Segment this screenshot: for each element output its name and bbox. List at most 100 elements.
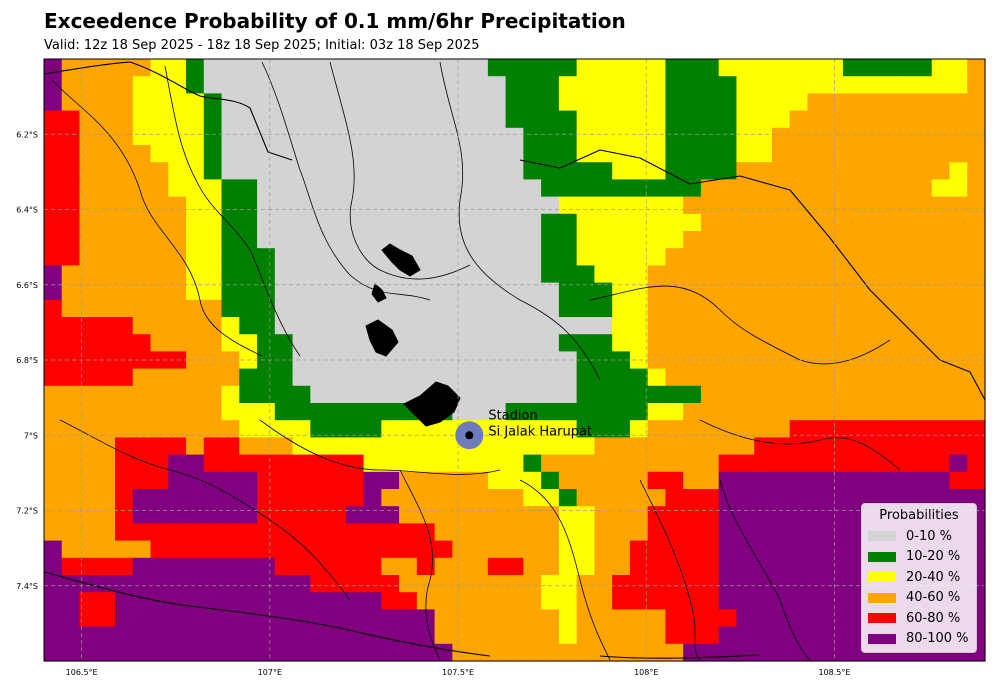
grid-cell xyxy=(789,368,809,387)
grid-cell xyxy=(967,437,986,456)
grid-cell xyxy=(523,93,542,112)
grid-cell xyxy=(310,145,329,163)
grid-cell xyxy=(860,351,880,370)
grid-cell xyxy=(79,420,98,438)
grid-cell xyxy=(878,93,897,112)
grid-cell xyxy=(754,334,773,352)
grid-cell xyxy=(487,454,507,473)
grid-cell xyxy=(168,59,187,77)
grid-cell xyxy=(292,643,311,662)
grid-cell xyxy=(949,145,968,163)
grid-cell xyxy=(576,282,595,301)
grid-cell xyxy=(612,368,631,387)
grid-cell xyxy=(896,420,915,438)
grid-cell xyxy=(825,420,844,438)
grid-cell xyxy=(61,385,81,404)
grid-cell xyxy=(594,523,613,542)
grid-cell xyxy=(576,403,595,421)
grid-cell xyxy=(842,420,862,438)
grid-cell xyxy=(771,248,791,266)
grid-cell xyxy=(452,351,471,370)
grid-cell xyxy=(629,265,649,284)
station-marker-group: Stadion Si Jalak Harupat xyxy=(455,408,592,450)
grid-cell xyxy=(842,59,862,77)
grid-cell xyxy=(825,231,844,249)
grid-cell xyxy=(523,489,542,507)
grid-cell xyxy=(541,248,560,266)
grid-cell xyxy=(257,592,276,610)
grid-cell xyxy=(79,248,98,266)
grid-cell xyxy=(665,540,684,559)
grid-cell xyxy=(115,523,134,542)
grid-cell xyxy=(274,385,294,404)
grid-cell xyxy=(487,403,507,421)
grid-cell xyxy=(771,196,791,215)
grid-cell xyxy=(97,471,116,490)
grid-cell xyxy=(807,179,826,198)
grid-cell xyxy=(629,540,649,559)
grid-cell xyxy=(434,196,453,215)
grid-cell xyxy=(203,540,223,559)
grid-cell xyxy=(363,299,382,318)
grid-cell xyxy=(221,162,240,180)
grid-cell xyxy=(310,368,329,387)
reservoir xyxy=(403,381,461,427)
grid-cell xyxy=(239,368,258,387)
grid-cell xyxy=(736,162,755,180)
grid-cell xyxy=(310,162,329,180)
grid-cell xyxy=(967,489,986,507)
grid-cell xyxy=(754,454,773,473)
grid-cell xyxy=(61,454,81,473)
grid-cell xyxy=(399,76,418,94)
grid-cell xyxy=(771,385,791,404)
grid-cell xyxy=(381,506,400,524)
grid-cell xyxy=(452,93,471,112)
grid-cell xyxy=(629,523,649,542)
grid-cell xyxy=(150,403,169,421)
grid-cell xyxy=(647,93,667,112)
grid-cell xyxy=(345,626,365,645)
grid-cell xyxy=(896,93,915,112)
grid-cell xyxy=(345,282,365,301)
grid-cell xyxy=(203,299,223,318)
legend-label: 10-20 % xyxy=(906,549,961,565)
grid-cell xyxy=(292,557,311,576)
grid-cell xyxy=(807,196,826,215)
grid-cell xyxy=(629,196,649,215)
grid-cell xyxy=(186,231,205,249)
grid-cell xyxy=(416,282,436,301)
grid-cell xyxy=(825,489,844,507)
grid-cell xyxy=(132,471,152,490)
grid-cell xyxy=(203,454,223,473)
grid-cell xyxy=(683,196,702,215)
grid-cell xyxy=(292,437,311,456)
grid-cell xyxy=(328,196,347,215)
grid-cell xyxy=(612,489,631,507)
grid-cell xyxy=(97,385,116,404)
grid-cell xyxy=(310,609,329,628)
grid-cell xyxy=(665,385,684,404)
grid-cell xyxy=(150,540,169,559)
grid-cell xyxy=(115,282,134,301)
grid-cell xyxy=(168,162,187,180)
grid-cell xyxy=(452,282,471,301)
grid-cell xyxy=(771,93,791,112)
grid-cell xyxy=(221,93,240,112)
grid-cell xyxy=(328,59,347,77)
grid-cell xyxy=(416,540,436,559)
grid-cell xyxy=(97,179,116,198)
grid-cell xyxy=(771,299,791,318)
grid-cell xyxy=(949,248,968,266)
grid-cell xyxy=(115,127,134,146)
grid-cell xyxy=(44,523,63,542)
grid-cell xyxy=(683,213,702,232)
grid-cell xyxy=(257,59,276,77)
grid-cell xyxy=(505,489,524,507)
grid-cell xyxy=(807,368,826,387)
grid-cell xyxy=(789,299,809,318)
grid-cell xyxy=(718,575,738,593)
grid-cell xyxy=(949,93,968,112)
grid-cell xyxy=(452,317,471,335)
grid-cell xyxy=(310,471,329,490)
grid-cell xyxy=(328,643,347,662)
